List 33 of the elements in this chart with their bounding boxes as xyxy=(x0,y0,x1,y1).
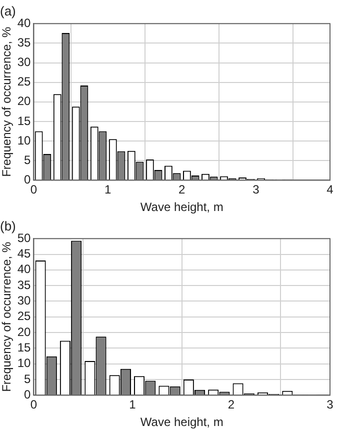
y-tick-label: 45 xyxy=(17,246,32,261)
x-tick-label: 2 xyxy=(228,398,235,412)
y-tick-label: 20 xyxy=(17,324,32,339)
y-tick-label: 0 xyxy=(24,172,32,187)
y-tick-label: 40 xyxy=(17,16,32,30)
y-axis-title: Frequency of occurrence, % xyxy=(0,242,14,392)
y-tick-label: 25 xyxy=(17,309,32,324)
y-tick-label: 35 xyxy=(17,35,32,50)
y-tick-label: 35 xyxy=(17,278,32,292)
y-tick-label: 0 xyxy=(24,388,32,402)
y-tick-label: 10 xyxy=(17,133,32,148)
y-tick-label: 30 xyxy=(17,55,32,70)
x-tick-label: 1 xyxy=(104,182,112,197)
y-tick-label: 30 xyxy=(17,294,32,308)
x-tick-label: 2 xyxy=(178,182,186,197)
y-tick-label: 5 xyxy=(24,372,32,386)
x-tick-label: 3 xyxy=(252,182,260,197)
chart-title: (a) xyxy=(0,3,16,18)
y-tick-label: 10 xyxy=(17,356,32,370)
chart-title: (b) xyxy=(0,218,16,234)
x-tick-label: 4 xyxy=(326,182,334,197)
y-tick-label: 50 xyxy=(17,230,32,245)
y-tick-label: 40 xyxy=(17,262,32,276)
y-axis-title: Frequency of occurrence, % xyxy=(0,26,14,177)
y-tick-label: 5 xyxy=(24,152,32,167)
y-tick-label: 15 xyxy=(17,340,32,355)
x-axis-title: Wave height, m xyxy=(140,200,224,214)
x-axis-title: Wave height, m xyxy=(140,415,224,430)
y-tick-label: 25 xyxy=(17,74,32,89)
x-tick-label: 1 xyxy=(129,398,136,412)
x-tick-label: 3 xyxy=(326,398,334,412)
y-tick-label: 20 xyxy=(17,94,32,108)
y-tick-label: 15 xyxy=(17,114,32,128)
